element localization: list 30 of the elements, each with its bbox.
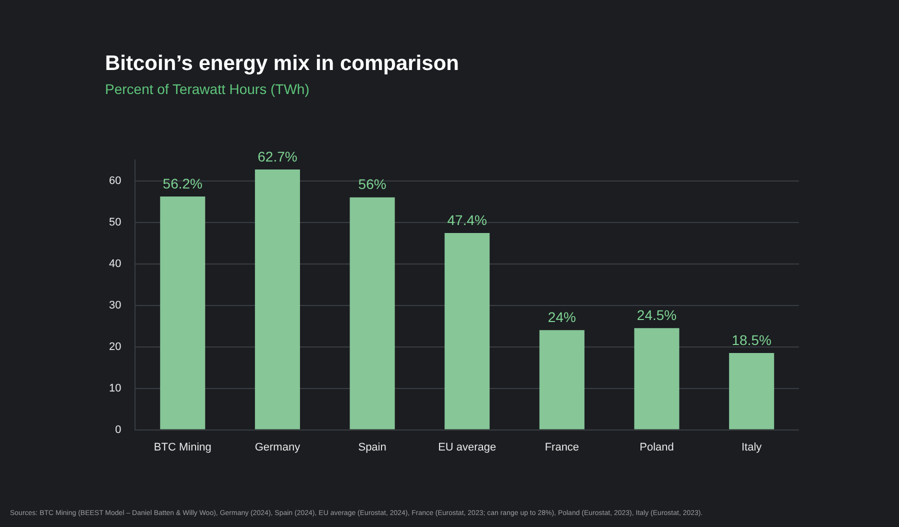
y-tick-label: 40 — [108, 258, 122, 270]
bar — [350, 197, 395, 430]
y-tick-label: 20 — [108, 340, 122, 353]
y-tick-label: 50 — [108, 216, 122, 228]
bar — [254, 170, 300, 430]
x-tick-label: Poland — [640, 441, 674, 454]
y-tick-label: 0 — [115, 424, 122, 436]
bar — [729, 353, 774, 430]
x-tick-label: France — [544, 441, 580, 454]
data-label: 62.7% — [258, 148, 298, 164]
data-label: 47.4% — [447, 212, 487, 228]
x-tick-label: Spain — [358, 441, 386, 454]
x-tick-label: Italy — [741, 441, 762, 454]
x-tick-label: EU average — [438, 441, 496, 454]
data-label: 24.5% — [636, 306, 677, 323]
data-label: 18.5% — [732, 332, 772, 348]
y-tick-label: 10 — [108, 382, 122, 394]
chart-subtitle: Percent of Terawatt Hours (TWh) — [105, 81, 310, 97]
bar — [539, 330, 584, 430]
bar — [634, 328, 680, 430]
y-tick-label: 30 — [108, 299, 122, 312]
bar — [444, 233, 490, 430]
bar — [160, 196, 206, 430]
y-tick-label: 60 — [108, 174, 122, 187]
chart-title: Bitcoin’s energy mix in comparison — [105, 52, 459, 76]
x-tick-label: BTC Mining — [154, 441, 212, 454]
x-tick-label: Germany — [254, 441, 301, 454]
data-label: 24% — [548, 309, 576, 326]
data-label: 56.2% — [162, 175, 202, 192]
data-label: 56% — [358, 176, 386, 192]
